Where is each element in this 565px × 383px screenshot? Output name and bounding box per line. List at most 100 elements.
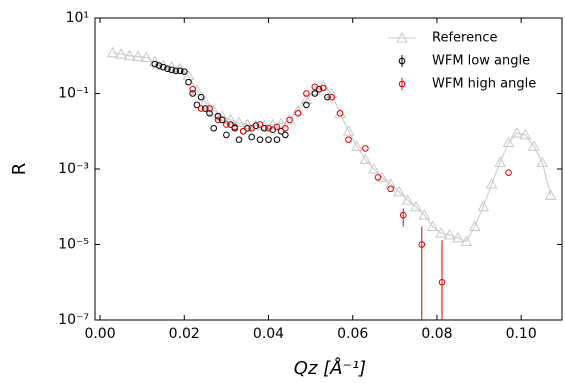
point: [367, 162, 380, 174]
x-tick-label: 0.06: [337, 326, 368, 342]
y-tick-label: 10¹: [66, 10, 89, 26]
point: [401, 194, 414, 205]
point: [193, 101, 201, 109]
point: [189, 85, 196, 93]
point: [443, 228, 456, 240]
point: [362, 145, 369, 152]
point: [106, 46, 119, 58]
point: [303, 90, 310, 97]
point: [393, 185, 405, 197]
point: [308, 84, 321, 96]
point: [477, 200, 490, 212]
point: [418, 209, 431, 220]
point: [132, 50, 144, 62]
x-tick-label: 0.10: [506, 326, 537, 342]
point: [324, 93, 331, 101]
point: [384, 177, 397, 189]
point: [223, 131, 230, 139]
point: [426, 220, 439, 231]
point: [256, 121, 264, 128]
point: [223, 121, 230, 128]
x-tick-label: 0.02: [169, 326, 200, 342]
point: [172, 67, 180, 75]
point: [214, 112, 222, 120]
x-tick-label: 0.04: [253, 326, 284, 342]
point: [311, 83, 319, 91]
point: [374, 174, 382, 181]
point: [311, 90, 319, 97]
point: [244, 124, 251, 132]
point: [235, 136, 243, 143]
point: [266, 118, 279, 130]
point: [292, 104, 304, 116]
point: [176, 67, 184, 75]
point: [159, 63, 167, 71]
point: [218, 116, 226, 124]
point: [345, 136, 352, 143]
y-axis-label: R: [9, 163, 30, 176]
point: [123, 49, 136, 61]
point: [197, 105, 205, 112]
legend-label: WFM high angle: [432, 77, 536, 92]
point: [435, 227, 447, 238]
point: [418, 241, 426, 248]
point: [197, 93, 205, 101]
point: [275, 117, 287, 129]
legend-label: Reference: [432, 31, 497, 46]
point: [544, 189, 557, 200]
x-axis-label: Qz [Å⁻¹]: [294, 357, 366, 379]
point: [151, 60, 159, 68]
point: [328, 93, 335, 101]
point: [191, 84, 203, 96]
point: [224, 113, 237, 125]
legend-marker: [396, 31, 408, 43]
point: [155, 62, 163, 69]
point: [248, 124, 255, 132]
point: [273, 123, 281, 131]
point: [239, 127, 247, 135]
y-tick-label: 10⁻³: [58, 161, 89, 177]
point: [189, 90, 196, 97]
y-tick-label: 10⁻⁵: [58, 237, 89, 253]
point: [460, 235, 473, 247]
point: [265, 124, 272, 132]
point: [438, 278, 446, 286]
point: [511, 126, 523, 138]
point: [180, 68, 188, 75]
point: [206, 109, 213, 117]
point: [277, 127, 285, 135]
legend-marker: [398, 80, 406, 88]
point: [494, 156, 506, 167]
point: [410, 200, 422, 212]
point: [260, 124, 268, 132]
point: [233, 116, 245, 128]
point: [325, 87, 338, 98]
point: [216, 110, 229, 121]
point: [336, 109, 344, 117]
point: [317, 79, 330, 91]
point: [485, 177, 498, 189]
y-tick-label: 10⁻⁷: [58, 312, 89, 328]
point: [185, 78, 192, 86]
point: [319, 84, 327, 92]
point: [519, 128, 532, 140]
point: [256, 136, 264, 143]
point: [202, 105, 209, 112]
y-tick-label: 10⁻¹: [58, 86, 89, 102]
point: [505, 169, 512, 176]
point: [265, 136, 272, 143]
point: [214, 116, 222, 124]
point: [164, 65, 171, 73]
point: [241, 118, 254, 130]
legend-marker: [398, 57, 406, 65]
point: [248, 133, 255, 141]
point: [148, 55, 161, 67]
point: [342, 125, 355, 136]
point: [273, 136, 281, 143]
point: [399, 211, 407, 219]
point: [359, 153, 372, 164]
point: [351, 140, 363, 151]
point: [210, 124, 218, 132]
plot-area: [106, 46, 557, 320]
